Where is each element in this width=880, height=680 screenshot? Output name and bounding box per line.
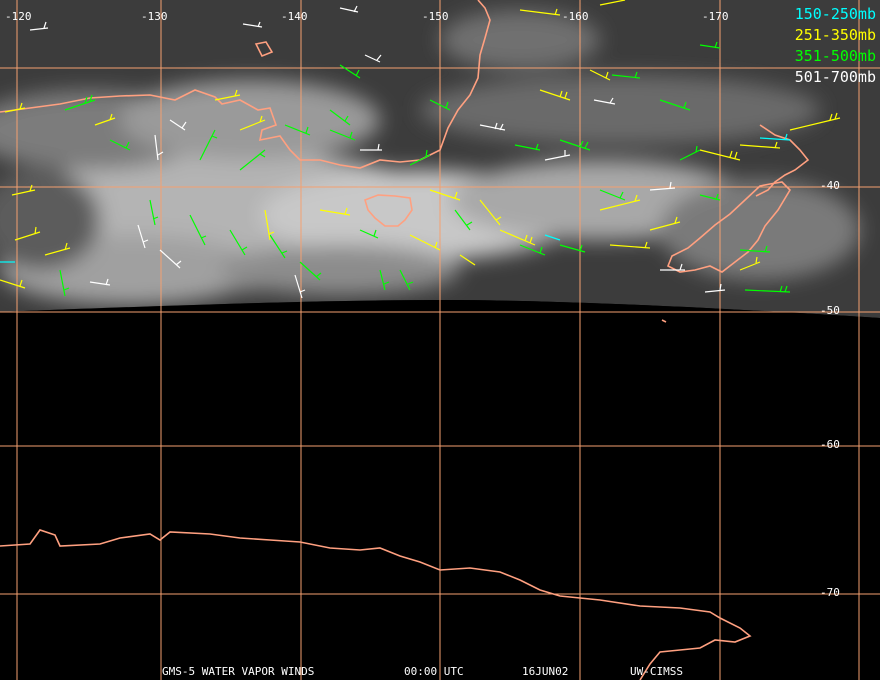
tasmania-coastline — [364, 194, 413, 227]
date-label: 16JUN02 — [522, 665, 569, 678]
lon-label-150: -150 — [422, 10, 449, 23]
footer-caption: GMS-5 WATER VAPOR WINDS 00:00 UTC 16JUN0… — [0, 664, 880, 680]
lon-label-170: -170 — [702, 10, 729, 23]
antarctica-coastline — [0, 529, 752, 680]
lon-label-160: -160 — [562, 10, 589, 23]
legend-item-150-250mb: 150-250mb — [794, 5, 876, 23]
legend-item-351-500mb: 351-500mb — [794, 47, 876, 65]
legend-item-501-700mb: 501-700mb — [794, 68, 876, 86]
wind-barbs-501-700mb — [29, 5, 726, 299]
australia-coastline — [0, 0, 491, 169]
product-name: GMS-5 WATER VAPOR WINDS — [162, 665, 315, 678]
coastlines — [0, 0, 810, 680]
longitude-labels: -120 -130 -140 -150 -160 -170 — [5, 10, 729, 23]
lat-label-70: -70 — [820, 586, 840, 599]
lat-label-60: -60 — [820, 438, 840, 451]
new-zealand-north-coastline — [755, 124, 810, 197]
new-zealand-south-coastline — [666, 181, 792, 273]
lon-label-130: -130 — [141, 10, 168, 23]
new-caledonia-coastline — [254, 41, 274, 58]
legend-item-251-350mb: 251-350mb — [794, 26, 876, 44]
time-label: 00:00 UTC — [404, 665, 464, 678]
wind-barbs-351-500mb — [59, 41, 791, 297]
lord-howe-island — [661, 319, 667, 323]
lon-label-140: -140 — [281, 10, 308, 23]
lat-label-40: -40 — [820, 179, 840, 192]
wind-barbs-150-250mb — [0, 133, 791, 263]
source-label: UW-CIMSS — [630, 665, 683, 678]
pressure-legend: 150-250mb 251-350mb 351-500mb 501-700mb — [795, 4, 876, 88]
lon-label-120: -120 — [5, 10, 32, 23]
lat-label-50: -50 — [820, 304, 840, 317]
latitude-labels: -40 -50 -60 -70 — [820, 179, 840, 599]
wind-barbs-251-350mb — [0, 0, 841, 289]
